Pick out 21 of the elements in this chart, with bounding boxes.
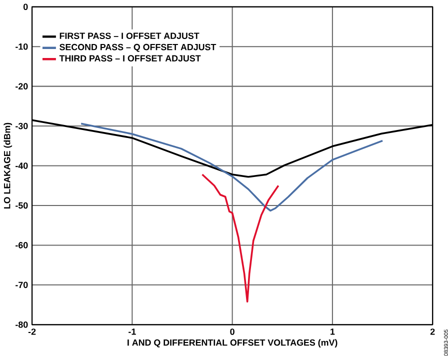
legend-label: THIRD PASS – I OFFSET ADJUST xyxy=(59,55,201,62)
y-tick-label: -50 xyxy=(16,202,28,209)
x-tick-label: -2 xyxy=(28,328,36,335)
y-tick-label: -30 xyxy=(16,122,28,130)
y-tick-label: -80 xyxy=(16,321,28,328)
x-tick-label: 0 xyxy=(230,328,234,335)
y-tick-label: -70 xyxy=(16,282,28,288)
y-tick-label: -40 xyxy=(16,162,28,169)
y-tick-label: -60 xyxy=(16,242,28,248)
line-series xyxy=(80,122,384,212)
legend-label: FIRST PASS – I OFFSET ADJUST xyxy=(60,32,200,39)
line-series xyxy=(201,174,280,302)
x-tick-label: -1 xyxy=(128,328,136,335)
y-tick-label: 0 xyxy=(23,4,28,10)
legend-label: SECOND PASS – Q OFFSET ADJUST xyxy=(60,44,216,52)
y-tick-label: -20 xyxy=(16,83,28,90)
x-tick-label: 2 xyxy=(430,328,435,335)
x-axis-title: I AND Q DIFFERENTIAL OFFSET VOLTAGES (mV) xyxy=(128,339,338,348)
x-tick-label: 1 xyxy=(330,328,335,335)
y-axis-title: LO LEAKAGE (dBm) xyxy=(4,122,12,209)
y-tick-label: -10 xyxy=(16,43,28,50)
